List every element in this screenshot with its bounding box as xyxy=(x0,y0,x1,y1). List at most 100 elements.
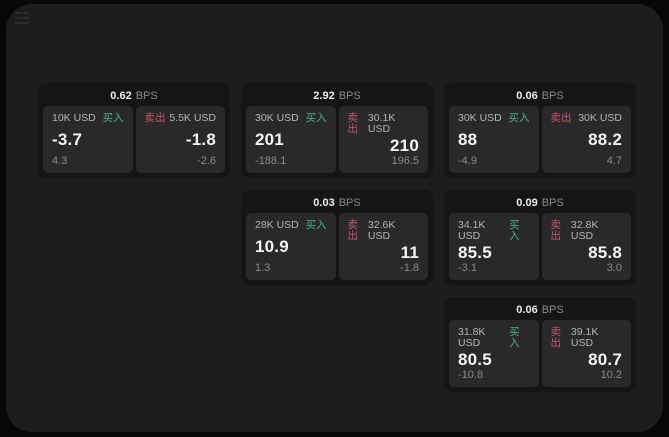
sell-price: 11 xyxy=(400,242,419,262)
buy-label: 买入 xyxy=(509,219,520,242)
buy-label: 买入 xyxy=(509,326,520,349)
sell-panel-top: 卖出 30K USD xyxy=(551,113,623,124)
buy-amount: 31.8K USD xyxy=(458,326,486,349)
panels: 34.1K USD 买入 85.5 -3.1 卖出 32.8K USD 85.8… xyxy=(444,213,636,285)
buy-label: 买入 xyxy=(305,219,327,231)
sell-amount: 30K USD xyxy=(578,112,622,124)
buy-sub-value: 4.3 xyxy=(52,155,68,167)
buy-amount: 30K USD xyxy=(458,112,502,124)
quote-card: 0.06 BPS 31.8K USD 买入 80.5 -10.8 卖出 39.1… xyxy=(444,297,636,392)
sell-panel[interactable]: 卖出 5.5K USD -1.8 -2.6 xyxy=(135,106,225,173)
buy-panel[interactable]: 31.8K USD 买入 80.5 -10.8 xyxy=(449,320,539,387)
sell-panel-top: 卖出 30.1K USD xyxy=(348,113,420,134)
sell-panel[interactable]: 卖出 32.6K USD 11 -1.8 xyxy=(338,213,428,280)
sell-sub-value: 3.0 xyxy=(606,262,622,274)
sell-label: 卖出 xyxy=(550,219,562,242)
sell-label: 卖出 xyxy=(347,112,359,135)
quote-card: 0.03 BPS 28K USD 买入 10.9 1.3 卖出 32.6K US… xyxy=(241,190,433,285)
sell-panel[interactable]: 卖出 39.1K USD 80.7 10.2 xyxy=(541,320,631,387)
buy-label: 买入 xyxy=(102,112,124,124)
sell-sub-value: 196.5 xyxy=(391,155,419,167)
bps-value: 0.62 xyxy=(110,89,132,102)
card-header: 0.06 BPS xyxy=(444,83,636,106)
bps-unit: BPS xyxy=(338,196,361,209)
buy-sub-value: 1.3 xyxy=(255,262,271,274)
sell-amount: 39.1K USD xyxy=(570,326,599,349)
buy-price: 10.9 xyxy=(255,237,289,257)
buy-sub-value: -188.1 xyxy=(255,155,287,167)
buy-amount: 28K USD xyxy=(255,219,299,231)
buy-panel-top: 31.8K USD 买入 xyxy=(458,327,530,348)
quote-card: 0.09 BPS 34.1K USD 买入 85.5 -3.1 卖出 32.8K… xyxy=(444,190,636,285)
buy-amount: 34.1K USD xyxy=(458,219,486,242)
bps-unit: BPS xyxy=(338,89,361,102)
sell-label: 卖出 xyxy=(144,112,166,124)
sell-amount: 30.1K USD xyxy=(367,112,396,135)
sell-sub-value: 10.2 xyxy=(600,369,622,381)
card-header: 2.92 BPS xyxy=(241,83,433,106)
panels: 30K USD 买入 201 -188.1 卖出 30.1K USD 210 1… xyxy=(241,106,433,178)
sell-sub-value: -1.8 xyxy=(400,262,419,274)
sell-panel-top: 卖出 5.5K USD xyxy=(145,113,217,124)
sell-panel-top: 卖出 32.8K USD xyxy=(551,220,623,241)
buy-panel[interactable]: 10K USD 买入 -3.7 4.3 xyxy=(43,106,133,173)
bps-value: 0.06 xyxy=(516,89,538,102)
buy-label: 买入 xyxy=(508,112,530,124)
buy-panel-top: 30K USD 买入 xyxy=(255,113,327,124)
sell-sub-value: 4.7 xyxy=(606,155,622,167)
buy-amount: 30K USD xyxy=(255,112,299,124)
sell-price: -1.8 xyxy=(185,130,216,150)
sell-amount: 32.8K USD xyxy=(570,219,599,242)
sell-panel[interactable]: 卖出 32.8K USD 85.8 3.0 xyxy=(541,213,631,280)
buy-panel[interactable]: 34.1K USD 买入 85.5 -3.1 xyxy=(449,213,539,280)
sell-price: 80.7 xyxy=(588,349,622,369)
bps-unit: BPS xyxy=(135,89,158,102)
card-header: 0.09 BPS xyxy=(444,190,636,213)
buy-sub-value: -10.8 xyxy=(458,369,484,381)
quote-card-grid: 0.62 BPS 10K USD 买入 -3.7 4.3 卖出 5.5K USD xyxy=(38,83,636,392)
sell-price: 210 xyxy=(390,135,419,155)
panels: 10K USD 买入 -3.7 4.3 卖出 5.5K USD -1.8 -2.… xyxy=(38,106,230,178)
panels: 28K USD 买入 10.9 1.3 卖出 32.6K USD 11 -1.8 xyxy=(241,213,433,285)
buy-price: 80.5 xyxy=(458,349,492,369)
bps-value: 0.06 xyxy=(516,303,538,316)
buy-panel-top: 10K USD 买入 xyxy=(52,113,124,124)
sell-sub-value: -2.6 xyxy=(197,155,216,167)
buy-price: 88 xyxy=(458,130,478,150)
sell-amount: 5.5K USD xyxy=(169,112,216,124)
hamburger-line xyxy=(15,22,29,24)
buy-panel[interactable]: 30K USD 买入 88 -4.9 xyxy=(449,106,539,173)
panels: 31.8K USD 买入 80.5 -10.8 卖出 39.1K USD 80.… xyxy=(444,320,636,392)
quote-card: 0.06 BPS 30K USD 买入 88 -4.9 卖出 30K USD xyxy=(444,83,636,178)
sell-price: 88.2 xyxy=(588,130,622,150)
bps-value: 0.03 xyxy=(313,196,335,209)
card-header: 0.03 BPS xyxy=(241,190,433,213)
sell-price: 85.8 xyxy=(588,242,622,262)
buy-price: 85.5 xyxy=(458,242,492,262)
sell-panel[interactable]: 卖出 30.1K USD 210 196.5 xyxy=(338,106,428,173)
sell-panel-top: 卖出 32.6K USD xyxy=(348,220,420,241)
hamburger-menu-icon[interactable] xyxy=(15,12,29,24)
buy-panel-top: 34.1K USD 买入 xyxy=(458,220,530,241)
sell-panel-top: 卖出 39.1K USD xyxy=(551,327,623,348)
sell-panel[interactable]: 卖出 30K USD 88.2 4.7 xyxy=(541,106,631,173)
bps-value: 0.09 xyxy=(516,196,538,209)
sell-label: 卖出 xyxy=(347,219,359,242)
bps-unit: BPS xyxy=(541,303,564,316)
buy-panel[interactable]: 30K USD 买入 201 -188.1 xyxy=(246,106,336,173)
buy-sub-value: -4.9 xyxy=(458,155,477,167)
quote-card: 0.62 BPS 10K USD 买入 -3.7 4.3 卖出 5.5K USD xyxy=(38,83,230,178)
hamburger-line xyxy=(15,17,29,19)
buy-panel-top: 30K USD 买入 xyxy=(458,113,530,124)
sell-label: 卖出 xyxy=(550,326,562,349)
app-window: 0.62 BPS 10K USD 买入 -3.7 4.3 卖出 5.5K USD xyxy=(6,4,663,432)
sell-label: 卖出 xyxy=(550,112,572,124)
buy-amount: 10K USD xyxy=(52,112,96,124)
hamburger-line xyxy=(15,12,29,14)
sell-amount: 32.6K USD xyxy=(367,219,396,242)
quote-card: 2.92 BPS 30K USD 买入 201 -188.1 卖出 30.1K … xyxy=(241,83,433,178)
bps-value: 2.92 xyxy=(313,89,335,102)
buy-price: -3.7 xyxy=(52,130,83,150)
buy-label: 买入 xyxy=(305,112,327,124)
buy-panel[interactable]: 28K USD 买入 10.9 1.3 xyxy=(246,213,336,280)
